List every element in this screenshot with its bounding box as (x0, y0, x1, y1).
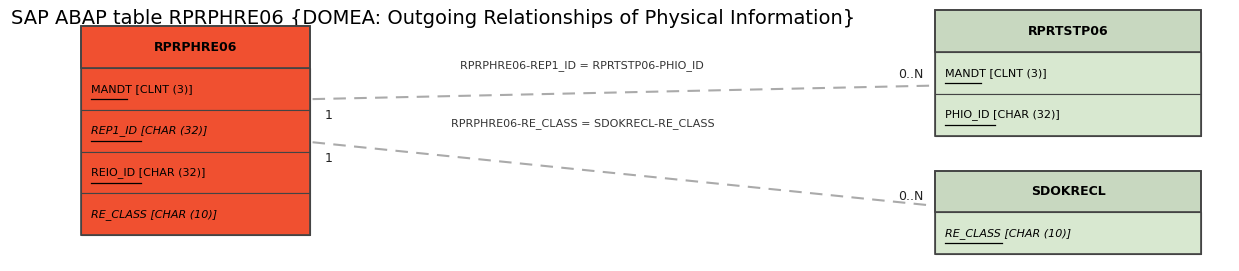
Bar (935, 94, 1201, 136)
Text: 0..N: 0..N (897, 190, 923, 203)
Text: RE_CLASS [CHAR (10)]: RE_CLASS [CHAR (10)] (90, 209, 217, 220)
Bar (81, 193, 310, 235)
Bar (935, 10, 1201, 52)
Bar (935, 170, 1201, 212)
Text: MANDT [CLNT (3)]: MANDT [CLNT (3)] (945, 68, 1047, 78)
Text: RPRPHRE06-REP1_ID = RPRTSTP06-PHIO_ID: RPRPHRE06-REP1_ID = RPRTSTP06-PHIO_ID (461, 60, 704, 71)
Text: SDOKRECL: SDOKRECL (1031, 185, 1105, 198)
Text: PHIO_ID [CHAR (32)]: PHIO_ID [CHAR (32)] (945, 109, 1059, 120)
Bar (935, 52, 1201, 94)
Bar (81, 26, 310, 235)
Text: 0..N: 0..N (897, 68, 923, 81)
Text: RPRTSTP06: RPRTSTP06 (1028, 25, 1109, 37)
Text: 1: 1 (325, 109, 332, 122)
Bar (935, 212, 1201, 254)
Text: REP1_ID [CHAR (32)]: REP1_ID [CHAR (32)] (90, 125, 207, 136)
Bar (81, 68, 310, 110)
Text: RPRPHRE06-RE_CLASS = SDOKRECL-RE_CLASS: RPRPHRE06-RE_CLASS = SDOKRECL-RE_CLASS (451, 118, 714, 129)
Bar (81, 26, 310, 68)
Bar (81, 152, 310, 193)
Text: 1: 1 (325, 152, 332, 165)
Text: RE_CLASS [CHAR (10)]: RE_CLASS [CHAR (10)] (945, 228, 1072, 239)
Text: REIO_ID [CHAR (32)]: REIO_ID [CHAR (32)] (90, 167, 206, 178)
Text: MANDT [CLNT (3)]: MANDT [CLNT (3)] (90, 84, 193, 94)
Text: SAP ABAP table RPRPHRE06 {DOMEA: Outgoing Relationships of Physical Information}: SAP ABAP table RPRPHRE06 {DOMEA: Outgoin… (11, 9, 855, 28)
Bar (935, 170, 1201, 254)
Bar (935, 10, 1201, 136)
Text: RPRPHRE06: RPRPHRE06 (154, 41, 238, 54)
Bar (81, 110, 310, 152)
